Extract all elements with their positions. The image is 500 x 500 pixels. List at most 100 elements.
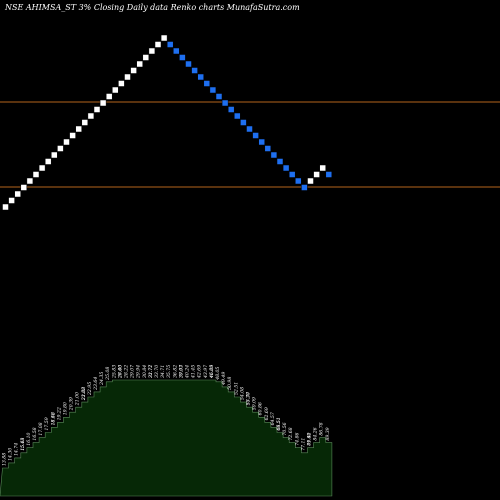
renko-brick-down <box>221 99 229 107</box>
volume-value-label: 15.63 <box>20 438 26 451</box>
renko-brick-up <box>51 151 58 159</box>
renko-brick-down <box>203 80 211 87</box>
volume-value-label: 81.80 <box>307 432 313 445</box>
renko-brick-down <box>173 47 180 55</box>
volume-value-label: 33.70 <box>154 365 160 378</box>
volume-value-label: 20.39 <box>69 397 75 411</box>
renko-brick-up <box>87 112 95 120</box>
volume-value-label: 18.12 <box>50 412 56 425</box>
renko-brick-up <box>142 54 150 61</box>
renko-brick-down <box>166 41 174 48</box>
volume-value-label: 34.71 <box>160 365 166 378</box>
renko-brick-up <box>14 190 21 198</box>
renko-brick-down <box>191 67 198 74</box>
renko-brick-up <box>154 41 162 48</box>
renko-brick-up <box>319 164 326 172</box>
renko-brick-up <box>313 171 320 178</box>
volume-value-label: 79.42 <box>307 432 313 445</box>
renko-brick-up <box>75 125 82 133</box>
volume-value-label: 21.63 <box>81 387 87 401</box>
renko-brick-down <box>258 138 265 146</box>
volume-value-label: 74.86 <box>294 432 300 445</box>
renko-brick-up <box>124 73 131 81</box>
renko-brick-down <box>270 151 278 159</box>
volume-value-label: 89.39 <box>325 427 331 440</box>
volume-value-label: 29.94 <box>136 365 142 379</box>
renko-brick-down <box>301 184 308 191</box>
volume-value-label: 17.59 <box>44 417 50 430</box>
volume-value-label: 72.68 <box>288 427 294 440</box>
volume-value-label: 18.66 <box>50 412 56 425</box>
volume-value-label: 22.95 <box>87 382 93 396</box>
renko-brick-down <box>252 132 259 139</box>
volume-value-label: 27.40 <box>117 365 123 379</box>
renko-brick-up <box>93 106 101 113</box>
volume-value-label: 25.83 <box>111 365 117 379</box>
renko-brick-down <box>288 171 296 178</box>
volume-value-label: 52.51 <box>233 382 239 395</box>
volume-value-label: 16.58 <box>32 427 38 440</box>
volume-value-label: 62.69 <box>264 407 270 420</box>
volume-value-label: 19.80 <box>63 402 69 415</box>
renko-brick-down <box>295 177 302 185</box>
volume-value-label: 29.07 <box>130 365 136 379</box>
volume-value-label: 39.07 <box>178 365 184 378</box>
renko-brick-up <box>8 197 15 204</box>
volume-value-label: 48.05 <box>215 367 221 381</box>
renko-brick-down <box>227 106 235 113</box>
volume-value-label: 66.51 <box>276 417 282 430</box>
renko-brick-up <box>69 132 76 139</box>
volume-value-label: 64.57 <box>270 412 276 425</box>
renko-brick-down <box>215 93 223 100</box>
volume-value-label: 42.69 <box>197 365 203 379</box>
renko-brick-down <box>240 119 247 126</box>
renko-brick-down <box>264 145 272 152</box>
renko-brick-down <box>325 171 333 178</box>
volume-value-label: 46.65 <box>209 365 215 379</box>
volume-area <box>0 379 333 497</box>
renko-brick-up <box>99 99 107 107</box>
renko-brick-down <box>179 54 186 61</box>
volume-value-label: 77.11 <box>300 438 306 451</box>
volume-value-label: 17.08 <box>38 422 44 435</box>
renko-brick-up <box>160 34 168 42</box>
volume-value-label: 30.84 <box>142 365 148 378</box>
renko-brick-up <box>63 138 70 146</box>
renko-brick-up <box>32 171 40 178</box>
volume-area-shape <box>0 379 333 497</box>
volume-value-label: 84.26 <box>313 427 319 440</box>
volume-value-label: 57.37 <box>246 392 252 405</box>
volume-value-label: 59.09 <box>252 397 258 410</box>
volume-value-label: 43.97 <box>203 365 209 379</box>
volume-value-label: 55.70 <box>246 392 252 405</box>
renko-brick-down <box>234 112 241 120</box>
volume-value-label: 14.30 <box>8 448 14 461</box>
volume-value-label: 24.35 <box>99 372 105 386</box>
volume-value-label: 37.93 <box>178 365 184 378</box>
volume-value-label: 13.88 <box>2 453 8 466</box>
volume-value-label: 22.28 <box>81 387 87 401</box>
volume-value-label: 49.49 <box>221 372 227 386</box>
renko-brick-down <box>197 73 204 81</box>
volume-value-label: 54.08 <box>239 387 245 400</box>
volume-value-label: 36.82 <box>172 365 178 378</box>
volume-value-label: 14.74 <box>14 443 20 456</box>
renko-brick-down <box>246 125 253 133</box>
renko-brick-up <box>112 86 119 94</box>
renko-brick-up <box>81 119 89 126</box>
volume-value-label: 23.64 <box>93 377 99 391</box>
chart-title: NSE AHIMSA_ST 3% Closing Daily data Renk… <box>4 3 300 12</box>
volume-value-label: 16.10 <box>26 432 32 445</box>
renko-brick-up <box>148 47 156 55</box>
renko-brick-down <box>282 164 290 172</box>
volume-value-label: 86.78 <box>319 422 325 435</box>
reference-lines <box>0 101 500 188</box>
volume-value-label: 70.56 <box>282 422 288 435</box>
volume-value-label: 26.60 <box>117 365 123 379</box>
renko-brick-up <box>44 158 52 165</box>
volume-value-label: 25.08 <box>105 367 111 381</box>
renko-brick-up <box>130 67 137 74</box>
renko-brick-up <box>57 145 64 152</box>
